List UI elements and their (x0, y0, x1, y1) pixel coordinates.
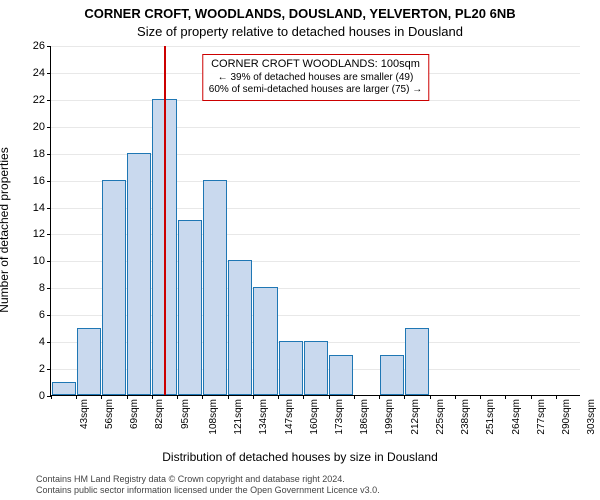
x-tick-label: 173sqm (334, 399, 345, 435)
annotation-line-1: CORNER CROFT WOODLANDS: 100sqm (209, 58, 422, 72)
x-tick-mark (202, 395, 203, 399)
annotation-box: CORNER CROFT WOODLANDS: 100sqm ← 39% of … (202, 54, 429, 101)
x-axis-label: Distribution of detached houses by size … (0, 450, 600, 464)
x-tick-mark (152, 395, 153, 399)
y-tick-label: 14 (33, 202, 45, 214)
x-tick-label: 69sqm (129, 399, 140, 429)
x-tick-label: 251sqm (485, 399, 496, 435)
x-tick-label: 199sqm (384, 399, 395, 435)
x-tick-mark (430, 395, 431, 399)
x-tick-mark (177, 395, 178, 399)
bar (102, 180, 126, 395)
annotation-line-3: 60% of semi-detached houses are larger (… (209, 84, 422, 97)
x-tick-mark (303, 395, 304, 399)
y-tick-label: 20 (33, 121, 45, 133)
bar (279, 341, 303, 395)
bar (77, 328, 101, 395)
y-tick-label: 10 (33, 255, 45, 267)
y-tick-mark (47, 127, 51, 128)
x-tick-label: 212sqm (409, 399, 420, 435)
y-tick-label: 6 (39, 309, 45, 321)
y-tick-mark (47, 315, 51, 316)
y-tick-mark (47, 288, 51, 289)
bar (329, 355, 353, 395)
x-tick-label: 95sqm (180, 399, 191, 429)
bar (203, 180, 227, 395)
highlight-line (164, 46, 166, 395)
y-tick-label: 24 (33, 67, 45, 79)
y-tick-label: 0 (39, 390, 45, 402)
x-tick-label: 225sqm (435, 399, 446, 435)
x-tick-label: 160sqm (309, 399, 320, 435)
x-tick-mark (531, 395, 532, 399)
y-tick-mark (47, 73, 51, 74)
bar (178, 220, 202, 395)
plot-area: 0246810121416182022242643sqm56sqm69sqm82… (50, 46, 580, 396)
y-tick-mark (47, 100, 51, 101)
y-tick-label: 18 (33, 148, 45, 160)
y-tick-mark (47, 369, 51, 370)
x-tick-mark (379, 395, 380, 399)
x-tick-mark (253, 395, 254, 399)
bar (52, 382, 76, 395)
x-tick-mark (505, 395, 506, 399)
attribution-line-2: Contains public sector information licen… (36, 485, 590, 496)
x-tick-label: 264sqm (510, 399, 521, 435)
y-tick-mark (47, 208, 51, 209)
x-tick-label: 238sqm (460, 399, 471, 435)
x-tick-label: 303sqm (586, 399, 597, 435)
x-tick-mark (354, 395, 355, 399)
y-tick-mark (47, 181, 51, 182)
x-tick-label: 56sqm (104, 399, 115, 429)
bar (304, 341, 328, 395)
x-tick-label: 121sqm (233, 399, 244, 435)
x-tick-mark (329, 395, 330, 399)
x-tick-label: 186sqm (359, 399, 370, 435)
y-tick-label: 4 (39, 336, 45, 348)
y-tick-mark (47, 342, 51, 343)
x-tick-mark (127, 395, 128, 399)
x-tick-label: 82sqm (154, 399, 165, 429)
x-tick-mark (228, 395, 229, 399)
y-tick-mark (47, 234, 51, 235)
x-tick-label: 290sqm (561, 399, 572, 435)
attribution-line-1: Contains HM Land Registry data © Crown c… (36, 474, 590, 485)
y-tick-label: 16 (33, 175, 45, 187)
x-tick-label: 108sqm (208, 399, 219, 435)
x-tick-mark (480, 395, 481, 399)
attribution: Contains HM Land Registry data © Crown c… (36, 474, 590, 497)
y-tick-label: 26 (33, 40, 45, 52)
y-tick-mark (47, 154, 51, 155)
y-tick-mark (47, 46, 51, 47)
bar (127, 153, 151, 395)
y-tick-label: 22 (33, 94, 45, 106)
bar (253, 287, 277, 395)
title-main: CORNER CROFT, WOODLANDS, DOUSLAND, YELVE… (0, 6, 600, 21)
x-tick-label: 147sqm (283, 399, 294, 435)
annotation-line-2: ← 39% of detached houses are smaller (49… (209, 72, 422, 85)
x-tick-mark (76, 395, 77, 399)
x-tick-mark (278, 395, 279, 399)
x-tick-label: 277sqm (536, 399, 547, 435)
y-tick-mark (47, 261, 51, 262)
x-tick-mark (404, 395, 405, 399)
gridline (51, 127, 580, 128)
bar (405, 328, 429, 395)
x-tick-mark (556, 395, 557, 399)
x-tick-mark (455, 395, 456, 399)
gridline (51, 46, 580, 47)
x-tick-label: 134sqm (258, 399, 269, 435)
chart-container: CORNER CROFT, WOODLANDS, DOUSLAND, YELVE… (0, 0, 600, 500)
x-tick-label: 43sqm (79, 399, 90, 429)
y-axis-label: Number of detached properties (0, 80, 11, 380)
x-tick-mark (51, 395, 52, 399)
bar (228, 260, 252, 395)
y-tick-label: 8 (39, 282, 45, 294)
x-tick-mark (101, 395, 102, 399)
bar (380, 355, 404, 395)
y-tick-label: 12 (33, 228, 45, 240)
title-sub: Size of property relative to detached ho… (0, 24, 600, 39)
y-tick-label: 2 (39, 363, 45, 375)
